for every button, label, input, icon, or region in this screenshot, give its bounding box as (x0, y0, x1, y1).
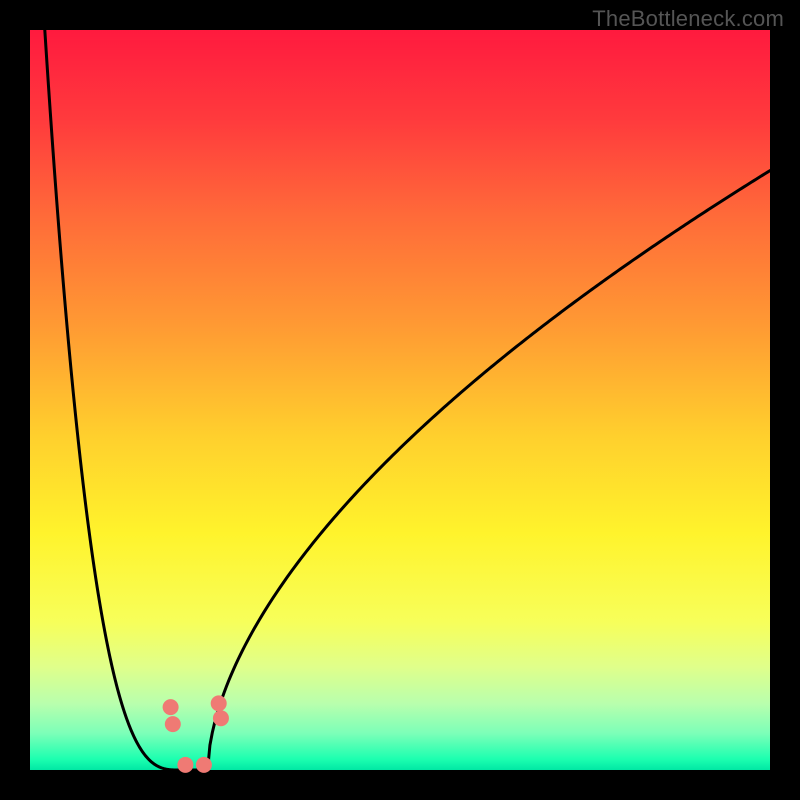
highlight-marker (165, 716, 181, 732)
highlight-marker (196, 757, 212, 773)
highlight-marker (213, 710, 229, 726)
highlight-marker (163, 699, 179, 715)
chart-container: TheBottleneck.com (0, 0, 800, 800)
highlight-marker (211, 695, 227, 711)
bottleneck-curve-chart (0, 0, 800, 800)
highlight-marker (177, 757, 193, 773)
chart-background (30, 30, 770, 770)
